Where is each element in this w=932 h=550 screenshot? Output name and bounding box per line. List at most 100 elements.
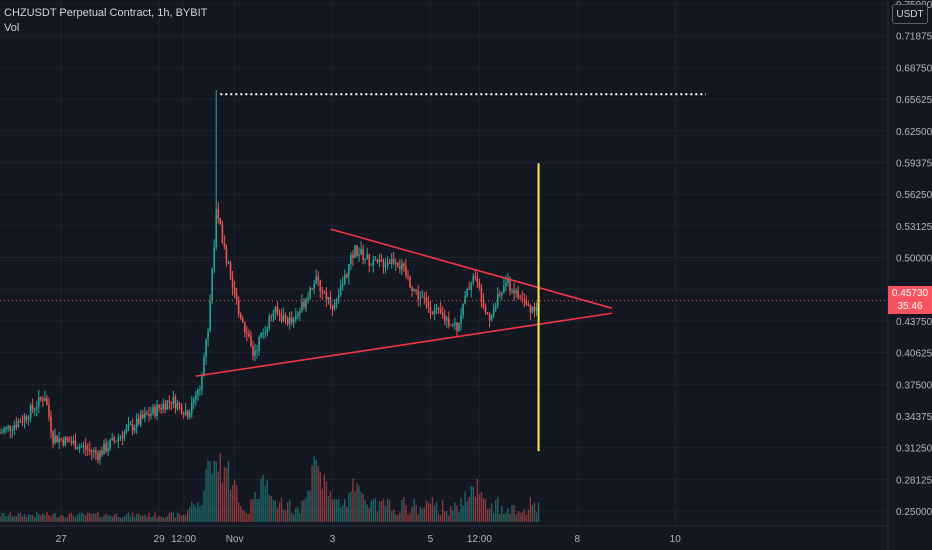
candle-body [299,311,301,314]
volume-bar [435,501,438,522]
candle-body [411,287,413,291]
candle-body [256,350,258,352]
candle-body [511,290,513,292]
candle-body [354,245,356,259]
volume-bar [407,514,409,522]
candle-body [474,276,477,278]
candle-body [84,445,87,450]
volume-bar [256,499,258,522]
candle-body [101,450,103,455]
candle-body [205,339,207,358]
candle-body [513,290,515,294]
volume-bar [105,513,107,522]
volume-bar [523,509,525,522]
price-tick-label: 0.25000 [896,507,932,518]
price-tick-label: 0.50000 [896,254,932,265]
volume-bar [439,515,442,522]
candle-body [86,449,89,451]
volume-label[interactable]: Vol [4,22,20,34]
volume-bar [317,466,319,522]
price-tick-label: 0.65625 [896,95,932,106]
volume-bar [156,517,158,522]
volume-bar [135,513,138,522]
candle-body [482,301,485,307]
candle-body [450,324,452,326]
candle-body [386,262,389,266]
candle-body [523,299,526,301]
candle-body [403,263,405,267]
candle-body [358,254,360,256]
volume-bar [186,510,189,522]
volume-bar [233,480,236,522]
candle-body [445,318,448,321]
candle-body [180,404,183,414]
volume-bar [419,506,421,522]
candle-body [3,429,5,433]
volume-bar [452,510,454,522]
price-tick-label: 0.59375 [896,158,932,169]
candle-body [239,314,242,319]
candle-body [472,276,475,283]
candle-body [113,437,116,441]
volume-bar [521,512,523,522]
price-tick-label: 0.62500 [896,127,932,138]
candle-body [452,324,454,326]
candle-body [309,287,311,299]
volume-bar [248,514,250,522]
candle-body [146,413,148,415]
volume-bar [182,514,185,522]
candle-body [346,274,348,278]
volume-bar [15,516,18,522]
volume-bar [154,512,156,522]
candle-body [484,306,487,313]
candle-body [517,290,519,297]
volume-bar [170,512,173,522]
time-tick-label: 8 [575,534,581,545]
volume-bar [427,502,430,522]
volume-bar [127,512,130,522]
volume-bar [95,513,97,522]
unit-badge[interactable]: USDT [892,4,928,24]
volume-bar [209,461,211,522]
volume-bar [82,513,85,522]
volume-bar [309,490,311,522]
volume-bar [327,496,330,522]
volume-bar [109,515,111,522]
volume-bar [219,453,222,522]
candle-body [156,405,158,416]
candle-body [121,436,124,439]
candle-body [109,440,111,449]
volume-bar [266,479,268,522]
candle-body [307,298,309,300]
time-axis[interactable]: 27 29 12:00 Nov 3 5 12:00 8 10 [56,534,682,545]
candle-body [295,315,297,320]
candle-body [19,420,22,423]
volume-bar [50,516,52,522]
price-tick-label: 0.37500 [896,380,932,391]
plot-area[interactable] [0,0,888,526]
triangle-upper-trendline[interactable] [330,228,613,309]
volume-bar [311,465,313,522]
price-axis[interactable]: 0.750000.718750.687500.656250.625000.593… [896,0,932,518]
price-tick-label: 0.28125 [896,475,932,486]
volume-bar [482,498,485,522]
volume-bar [40,515,42,522]
volume-bar [460,498,462,522]
candle-body [119,436,122,438]
volume-bar [509,513,511,522]
volume-bar [146,516,148,522]
triangle-lower-trendline[interactable] [195,312,613,377]
candle-body [97,453,99,460]
candle-body [319,280,322,292]
current-price-value: 0.45730 [891,288,929,299]
candle-body [35,407,38,410]
volume-bar [515,514,517,522]
symbol-title[interactable]: CHZUSDT Perpetual Contract, 1h, BYBIT [4,7,208,19]
volume-bar [25,517,28,522]
candle-body [417,290,419,299]
candle-body [237,300,240,315]
candle-body [127,424,130,429]
candle-body [535,307,538,311]
volume-bar [346,506,348,522]
